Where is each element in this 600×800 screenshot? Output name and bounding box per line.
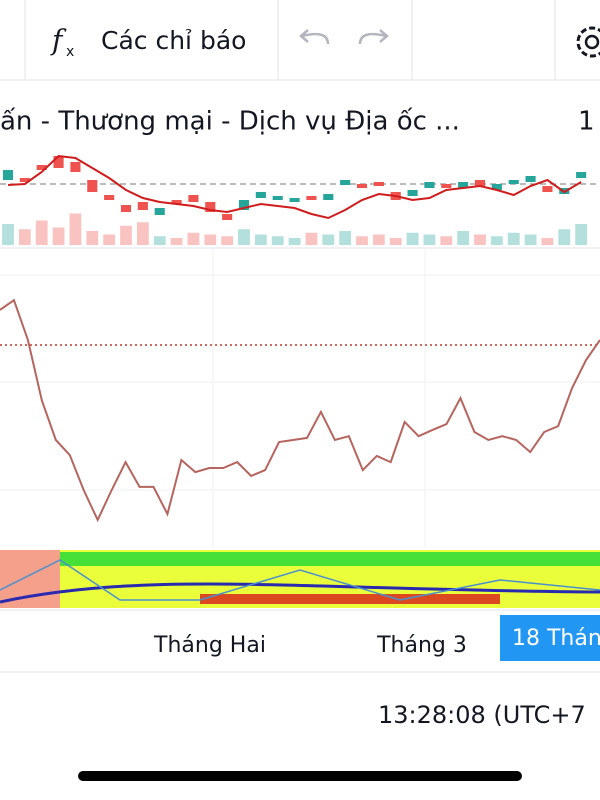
- indicators-label: Các chỉ báo: [101, 26, 246, 55]
- candle: [36, 165, 47, 170]
- candle: [542, 186, 553, 192]
- candle: [407, 190, 418, 196]
- home-indicator: [78, 771, 522, 781]
- candle: [306, 196, 317, 200]
- volume-bar: [423, 234, 436, 245]
- volume-bar: [35, 220, 48, 245]
- candle: [373, 182, 384, 186]
- candle: [53, 156, 64, 168]
- candle: [289, 198, 300, 202]
- volume-bar: [136, 222, 149, 245]
- band-line-2: [0, 559, 600, 601]
- candle: [508, 180, 519, 184]
- candle: [458, 182, 469, 188]
- candle: [255, 192, 266, 198]
- volume-bar: [339, 231, 352, 245]
- indicator-band: [0, 550, 600, 608]
- volume-bar: [170, 238, 183, 245]
- volume-bar: [103, 234, 116, 245]
- x-label: Tháng 3: [376, 633, 467, 658]
- volume-bar: [507, 232, 520, 245]
- candle: [171, 200, 182, 204]
- ma-line: [7, 154, 582, 220]
- candle: [104, 195, 115, 200]
- band-line: [0, 582, 600, 604]
- candle: [222, 214, 233, 220]
- indicators-button[interactable]: f x Các chỉ báo: [50, 24, 246, 61]
- fx-icon: f: [50, 24, 67, 57]
- volume-bar: [86, 231, 99, 245]
- candle: [491, 184, 502, 190]
- volume-bar: [524, 234, 537, 245]
- volume-bar: [2, 224, 14, 245]
- volume-bar: [490, 236, 503, 245]
- symbol-title: ấn - Thương mại - Dịch vụ Địa ốc ...: [0, 107, 460, 137]
- candle: [424, 182, 435, 188]
- volume-bar: [18, 229, 31, 245]
- volume-bar: [204, 234, 217, 245]
- candle: [272, 196, 283, 200]
- candle: [474, 180, 486, 186]
- volume-bar: [254, 234, 267, 245]
- volume-bar: [440, 236, 453, 245]
- candle: [525, 176, 536, 182]
- volume-bar: [558, 229, 571, 245]
- candle: [87, 180, 98, 192]
- volume-bar: [372, 234, 385, 245]
- candle: [120, 205, 132, 212]
- crosshair-label-bg: [500, 615, 600, 661]
- volume-bar: [271, 236, 284, 245]
- candle: [576, 172, 587, 178]
- crosshair-label: 18 Thán: [512, 626, 600, 651]
- fx-icon-sub: x: [66, 44, 74, 60]
- volume-bar: [69, 213, 82, 245]
- volume-bar: [153, 236, 166, 245]
- volume-bar: [575, 224, 588, 245]
- volume-bar: [120, 225, 132, 245]
- candle: [154, 208, 165, 215]
- candle: [19, 178, 30, 182]
- candle: [323, 194, 334, 200]
- oscillator-line: [0, 298, 600, 523]
- x-label: Tháng Hai: [153, 633, 266, 658]
- interval: 1: [578, 107, 595, 137]
- candle: [238, 200, 250, 210]
- band-green: [60, 552, 600, 566]
- band-red: [200, 594, 500, 604]
- volume-bar: [356, 236, 368, 245]
- volume-bar: [221, 236, 234, 245]
- candle: [70, 162, 81, 172]
- candle: [2, 170, 14, 180]
- volume-bar: [322, 234, 335, 245]
- volume-bar: [305, 232, 318, 245]
- candle: [205, 202, 216, 212]
- candle: [137, 202, 148, 210]
- volume-bar: [288, 238, 301, 245]
- volume-bar: [541, 238, 554, 245]
- volume-bar: [389, 238, 402, 245]
- candle: [441, 184, 452, 188]
- settings-icon[interactable]: [576, 26, 600, 58]
- volume-bar: [187, 232, 200, 245]
- volume-bar: [406, 232, 419, 245]
- clock: 13:28:08 (UTC+7: [378, 701, 586, 729]
- candle: [340, 180, 351, 185]
- undo-icon[interactable]: [299, 29, 330, 45]
- redo-icon[interactable]: [358, 29, 389, 45]
- candle: [356, 184, 368, 188]
- volume-bar: [52, 227, 65, 245]
- candle: [188, 195, 199, 202]
- settings-icon-center: [584, 34, 600, 50]
- volume-bar: [238, 229, 250, 245]
- volume-bar: [457, 231, 470, 245]
- volume-bar: [474, 234, 486, 245]
